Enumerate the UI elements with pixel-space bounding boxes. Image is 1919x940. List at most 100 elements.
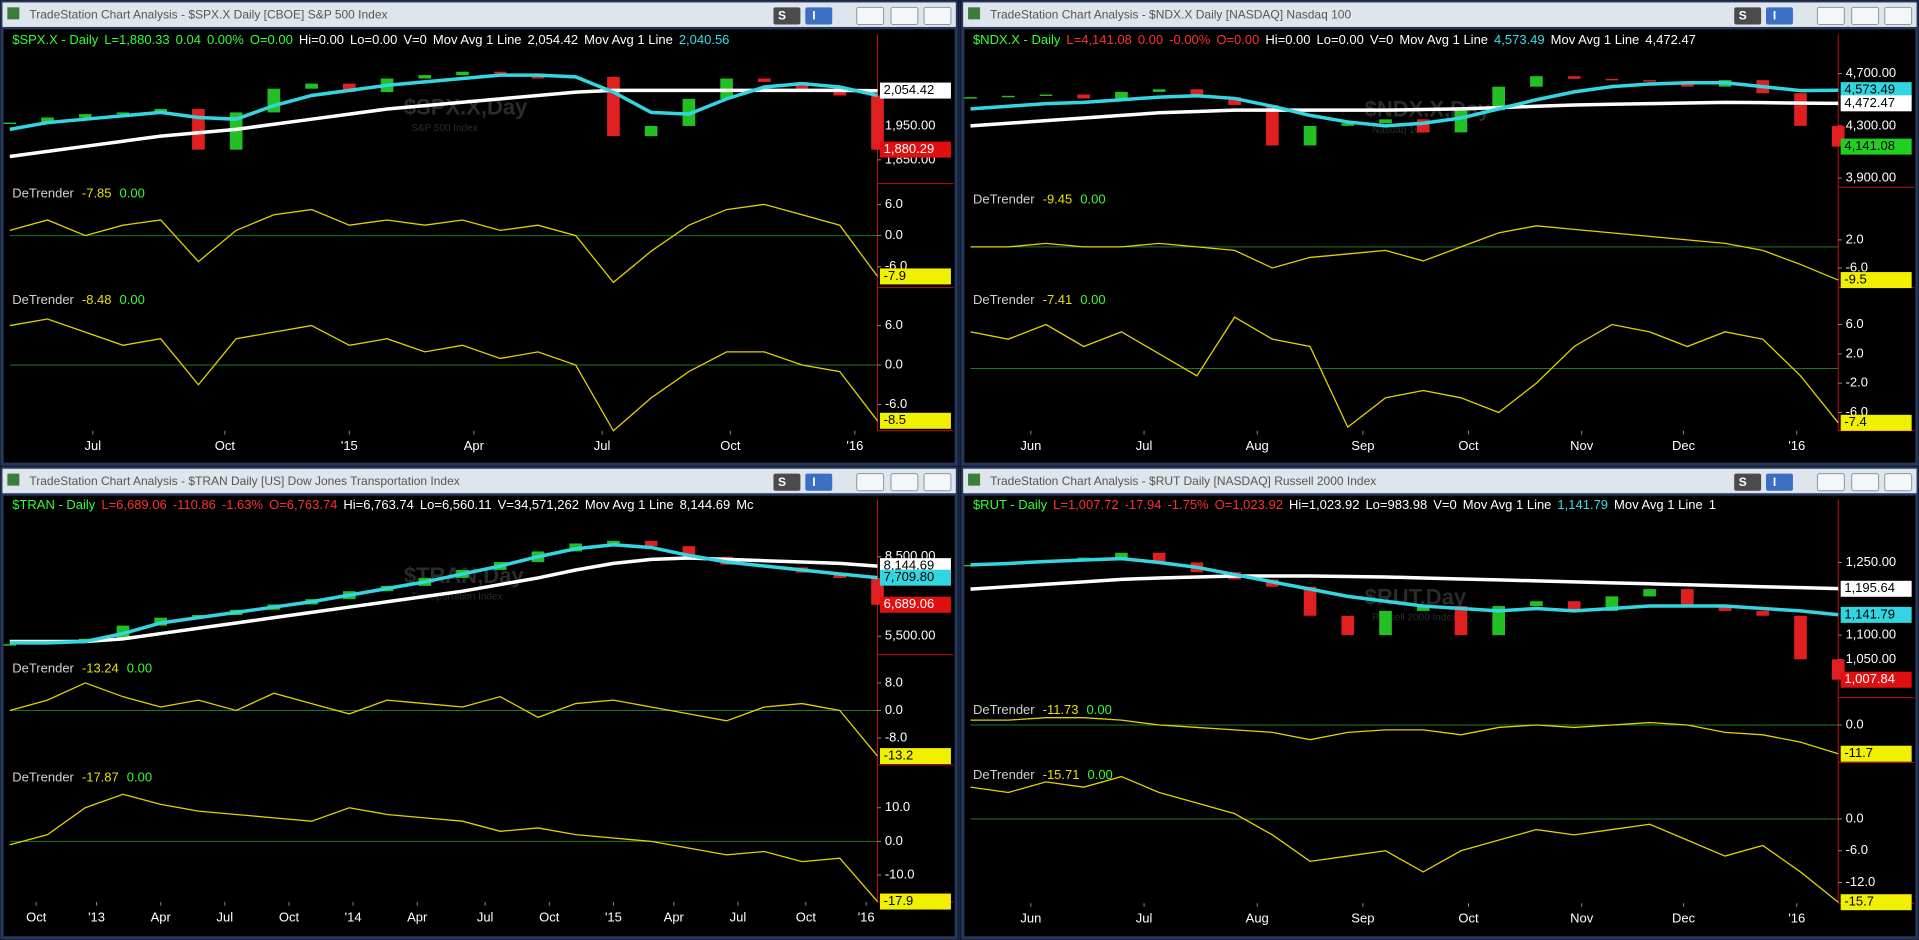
x-tick-label: Jul (217, 909, 234, 924)
toolbar-button[interactable] (805, 7, 833, 25)
header-field: Mov Avg 1 Line (1614, 498, 1703, 513)
moving-average-line (9, 73, 878, 132)
toolbar-button[interactable] (1766, 473, 1793, 491)
indicator-marker (879, 748, 951, 765)
header-field: Mc (736, 498, 754, 513)
indicator-value: -7.85 (82, 186, 112, 201)
detrender-line (9, 203, 879, 284)
maximize-button[interactable] (1851, 6, 1880, 25)
candle (1115, 91, 1128, 99)
window-title: TradeStation Chart Analysis - $NDX.X Dai… (990, 7, 1351, 21)
close-button[interactable] (1884, 6, 1913, 25)
header-field: 1,141.79 (1557, 498, 1608, 513)
y-tick-label: 4,300.00 (1846, 117, 1897, 132)
toolbar-button-label[interactable]: S (1739, 9, 1747, 23)
indicator-name: DeTrender (12, 661, 74, 676)
header-field: Lo=983.98 (1365, 498, 1427, 513)
x-tick-label: Oct (796, 909, 817, 924)
candle (1303, 125, 1317, 146)
toolbar-button-label[interactable]: S (778, 475, 786, 489)
candle (1756, 610, 1770, 616)
header-field: Lo=6,560.11 (420, 498, 492, 513)
toolbar-button-label[interactable]: S (1739, 475, 1747, 489)
maximize-button[interactable] (1851, 473, 1880, 492)
toolbar-button[interactable] (1734, 7, 1762, 25)
header-field: L=1,880.33 (104, 32, 169, 47)
candle (192, 109, 205, 150)
close-button[interactable] (923, 473, 952, 492)
price-marker (1840, 138, 1912, 155)
indicator-change: 0.00 (127, 661, 152, 676)
toolbar-button[interactable] (773, 7, 801, 25)
candle (78, 114, 92, 118)
toolbar-button[interactable] (1766, 7, 1793, 25)
candle (1492, 606, 1506, 636)
indicator-name: DeTrender (12, 293, 74, 308)
y-tick-label: 1,050.00 (1846, 651, 1897, 666)
header-field: $TRAN - Daily (12, 498, 96, 513)
candle (1718, 606, 1732, 611)
candle (1643, 589, 1656, 597)
toolbar-button[interactable] (1734, 473, 1762, 491)
candle (1152, 552, 1166, 563)
symbol-header: $TRAN - Daily L=6,689.06 -110.86 -1.63% O=6,… (12, 498, 754, 513)
minimize-button[interactable] (856, 6, 885, 25)
header-field: Hi=1,023.92 (1289, 498, 1359, 513)
moving-average-line (970, 556, 1839, 617)
detrender-line (970, 775, 1839, 903)
toolbar-button-label[interactable]: S (778, 9, 786, 23)
moving-average-line (9, 556, 878, 644)
header-field: Lo=0.00 (350, 32, 397, 47)
y-tick-label: -2.0 (1846, 375, 1868, 390)
y-tick-label: 8.0 (885, 674, 903, 689)
price-marker-label: 1,880.29 (884, 141, 935, 156)
minimize-button[interactable] (856, 473, 885, 492)
toolbar-button[interactable] (773, 473, 801, 491)
toolbar-button[interactable] (805, 473, 833, 491)
candle (1454, 606, 1468, 636)
minimize-button[interactable] (1816, 6, 1845, 25)
watermark-subtitle: S&P 500 Index (411, 123, 478, 134)
price-marker-label: 8,144.69 (884, 558, 935, 573)
x-tick-label: Sep (1351, 911, 1374, 926)
y-tick-label: 10.0 (885, 799, 910, 814)
y-tick-label: 6.0 (1846, 316, 1864, 331)
candle (1454, 110, 1468, 133)
close-button[interactable] (1884, 473, 1913, 492)
header-field: V=0 (403, 32, 427, 47)
candle (1379, 119, 1392, 124)
y-tick-label: 6.0 (885, 196, 903, 211)
price-marker-label: 4,573.49 (1844, 82, 1895, 97)
header-field: V=34,571,262 (498, 498, 579, 513)
maximize-button[interactable] (890, 473, 919, 492)
toolbar-button-label[interactable]: I (1773, 475, 1776, 489)
candle (1303, 586, 1317, 616)
toolbar-button-label[interactable]: I (1773, 9, 1776, 23)
moving-average-line (970, 81, 1839, 128)
price-marker-label: 1,007.84 (1844, 671, 1895, 686)
x-tick-label: Jun (1020, 911, 1041, 926)
indicator-value: -11.73 (1043, 702, 1079, 717)
toolbar-button-label[interactable]: I (812, 475, 815, 489)
indicator-marker (1840, 272, 1912, 289)
toolbar-button-label[interactable]: I (812, 9, 815, 23)
maximize-button[interactable] (890, 6, 919, 25)
candle (1266, 104, 1279, 146)
y-tick-label: 1,950.00 (885, 117, 936, 132)
header-field: 8,144.69 (680, 498, 731, 513)
minimize-button[interactable] (1816, 473, 1845, 492)
price-marker (1840, 606, 1912, 623)
header-field: O=0.00 (1216, 32, 1259, 47)
header-field: L=4,141.08 (1066, 32, 1131, 47)
candle (607, 76, 620, 137)
window-title: TradeStation Chart Analysis - $RUT Daily… (990, 474, 1376, 488)
header-field: Mov Avg 1 Line (584, 32, 673, 47)
candle (305, 83, 318, 89)
header-field: 0.00% (207, 32, 244, 47)
detrender-line (970, 717, 1839, 755)
close-button[interactable] (923, 6, 952, 25)
y-tick-label: 3,900.00 (1846, 170, 1897, 185)
indicator-marker (1840, 745, 1912, 762)
header-field: O=1,023.92 (1215, 498, 1283, 513)
